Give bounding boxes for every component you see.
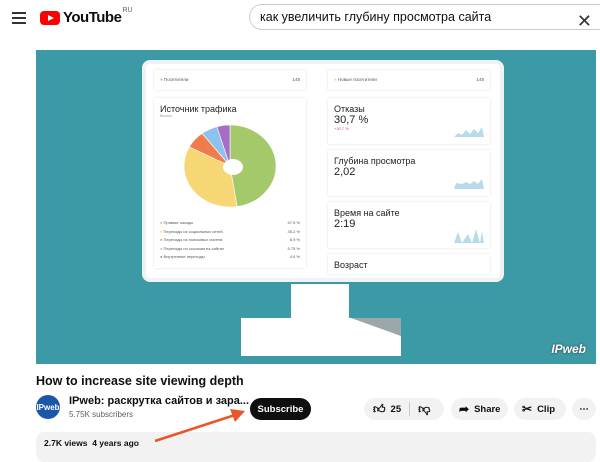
traffic-card: Источник трафика Визиты ● Прямые заходы 4…: [154, 98, 306, 268]
time-card: Время на сайте 2:19: [328, 202, 490, 248]
bounce-delta: +30,7 %: [334, 126, 349, 131]
video-player[interactable]: ● Посетители 149 ● Новые посетители 149 …: [36, 50, 596, 364]
share-icon: ➦: [459, 402, 470, 416]
dislike-icon[interactable]: 👎︎: [418, 401, 431, 416]
pie-slice-1: [183, 146, 238, 208]
share-button[interactable]: ➦ Share: [451, 398, 508, 420]
bounce-label: Отказы: [334, 104, 365, 114]
youtube-logo[interactable]: YouTube RU: [40, 7, 133, 26]
pie-slice-0: [229, 124, 277, 207]
time-value: 2:19: [334, 218, 356, 230]
subscribe-label: Subscribe: [257, 403, 304, 415]
bounce-sparkline: [414, 127, 484, 137]
legend-value: 47.5 %: [287, 220, 300, 225]
like-dislike-group: 👍︎ 25 👎︎: [364, 398, 444, 420]
depth-value: 2,02: [334, 166, 356, 178]
legend-item: ● Переходы по ссылкам на сайтах 5.75 %: [160, 246, 300, 255]
depth-sparkline: [414, 179, 484, 189]
scissors-icon: ✂: [522, 402, 533, 416]
channel-name[interactable]: IPweb: раскрутка сайтов и зара...: [69, 395, 250, 407]
new-visitors-value: 149: [476, 77, 484, 82]
search-query: как увеличить глубину просмотра сайта: [260, 10, 492, 24]
clip-label: Clip: [537, 403, 556, 415]
legend-item: ● Прямые заходы 47.5 %: [160, 220, 300, 229]
youtube-play-icon: [40, 10, 60, 25]
menu-icon[interactable]: [12, 12, 26, 27]
bounce-card: Отказы 30,7 % +30,7 %: [328, 98, 490, 144]
pie-slice-4: [216, 124, 231, 167]
new-visitors-card: ● Новые посетители 149: [328, 70, 490, 90]
search-input[interactable]: как увеличить глубину просмотра сайта ✕: [249, 4, 600, 31]
subscriber-count: 5.75K subscribers: [69, 410, 134, 419]
new-visitors-label: Новые посетители: [337, 77, 377, 82]
legend-value: 6.9 %: [289, 237, 300, 242]
traffic-title: Источник трафика: [160, 104, 237, 114]
depth-card: Глубина просмотра 2,02: [328, 150, 490, 196]
age-card: Возраст: [328, 254, 490, 274]
time-label: Время на сайте: [334, 208, 400, 218]
video-title: How to increase site viewing depth: [36, 374, 244, 388]
stand-shadow: [351, 318, 401, 336]
divider: [409, 402, 411, 416]
time-sparkline: [414, 229, 484, 243]
visitors-label: Посетители: [163, 77, 189, 82]
clear-search-icon[interactable]: ✕: [576, 11, 592, 31]
more-icon: ⋯: [579, 403, 589, 415]
channel-avatar[interactable]: IPweb: [36, 395, 60, 419]
legend-item: ● Переходы из социальных сетей 35.2 %: [160, 229, 300, 238]
legend-item: ● Внутренние переходы 4.6 %: [160, 254, 300, 263]
traffic-subtitle: Визиты: [160, 114, 172, 118]
share-label: Share: [474, 403, 501, 415]
pie-hole: [223, 159, 243, 175]
description-box[interactable]: 2.7K views 4 years ago: [36, 432, 596, 462]
logo-text: YouTube: [63, 9, 122, 26]
bounce-value: 30,7 %: [334, 114, 369, 126]
like-icon[interactable]: 👍︎: [373, 401, 386, 416]
legend-value: 35.2 %: [287, 228, 300, 234]
monitor-stand: [291, 284, 349, 320]
legend-label: ● Переходы по ссылкам на сайтах: [160, 245, 225, 251]
traffic-pie-chart: [183, 124, 277, 208]
visitors-value: 149: [292, 77, 300, 82]
like-count[interactable]: 25: [390, 403, 402, 415]
channel-watermark: IPweb: [551, 342, 586, 356]
age-label: Возраст: [334, 260, 368, 270]
visitors-card: ● Посетители 149: [154, 70, 306, 90]
region-label: RU: [122, 7, 133, 14]
monitor-screen: ● Посетители 149 ● Новые посетители 149 …: [142, 60, 504, 282]
subscribe-button[interactable]: Subscribe: [250, 398, 311, 420]
avatar-text: IPweb: [36, 402, 60, 412]
depth-label: Глубина просмотра: [334, 156, 416, 166]
legend-label: ● Внутренние переходы: [160, 254, 205, 259]
legend-label: ● Переходы из поисковых систем: [160, 237, 223, 242]
upload-age: 4 years ago: [92, 438, 139, 448]
view-count: 2.7K views: [44, 438, 88, 448]
legend-item: ● Переходы из поисковых систем 6.9 %: [160, 237, 300, 246]
more-actions-button[interactable]: ⋯: [572, 398, 596, 420]
clip-button[interactable]: ✂ Clip: [514, 398, 566, 420]
legend-label: ● Прямые заходы: [160, 220, 194, 225]
legend-value: 4.6 %: [289, 254, 300, 259]
annotation-arrow: [154, 409, 245, 443]
legend-label: ● Переходы из социальных сетей: [160, 228, 223, 234]
legend-value: 5.75 %: [287, 245, 300, 251]
